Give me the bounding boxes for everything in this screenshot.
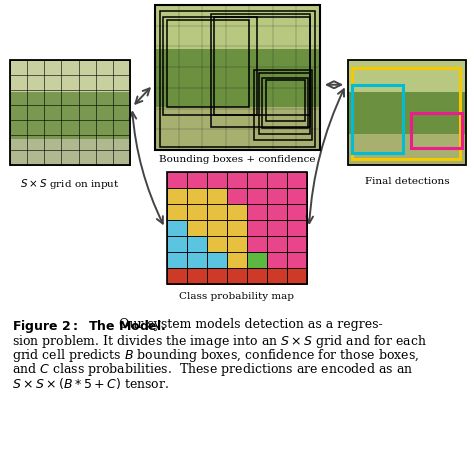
Bar <box>247 204 267 220</box>
Bar <box>287 236 307 252</box>
Bar <box>163 17 257 115</box>
Bar <box>247 188 267 204</box>
Bar <box>155 5 320 150</box>
Bar <box>10 91 130 139</box>
Bar <box>207 220 227 236</box>
Bar <box>167 188 187 204</box>
Bar <box>227 220 247 236</box>
Bar <box>410 113 463 148</box>
Bar <box>247 220 267 236</box>
Bar <box>166 19 249 107</box>
Bar <box>352 68 460 159</box>
Bar <box>348 134 466 165</box>
Bar <box>187 172 207 188</box>
Bar <box>10 60 130 165</box>
Text: Final detections: Final detections <box>365 177 449 186</box>
Bar <box>207 172 227 188</box>
Bar <box>287 220 307 236</box>
Bar <box>187 204 207 220</box>
Bar <box>227 172 247 188</box>
Bar <box>247 268 267 284</box>
Bar <box>287 268 307 284</box>
Bar <box>348 60 466 165</box>
Bar <box>287 204 307 220</box>
Text: Bounding boxes + confidence: Bounding boxes + confidence <box>159 155 316 164</box>
Bar <box>227 268 247 284</box>
Text: $S \times S$ grid on input: $S \times S$ grid on input <box>20 177 120 191</box>
Bar <box>10 60 130 165</box>
Bar <box>187 252 207 268</box>
Bar <box>267 236 287 252</box>
Bar <box>211 14 310 127</box>
Bar <box>207 268 227 284</box>
Bar <box>155 5 320 150</box>
Bar <box>348 60 466 91</box>
Bar <box>267 252 287 268</box>
Bar <box>352 85 403 153</box>
Bar <box>187 220 207 236</box>
Bar <box>155 5 320 49</box>
Bar <box>227 204 247 220</box>
Bar <box>167 268 187 284</box>
Bar <box>267 268 287 284</box>
Bar <box>187 188 207 204</box>
Bar <box>187 268 207 284</box>
Bar <box>167 252 187 268</box>
Bar <box>287 188 307 204</box>
Bar <box>167 220 187 236</box>
Bar <box>267 204 287 220</box>
Bar <box>348 60 466 165</box>
Text: and $C$ class probabilities.  These predictions are encoded as an: and $C$ class probabilities. These predi… <box>12 361 413 378</box>
Bar <box>187 236 207 252</box>
Bar <box>247 172 267 188</box>
Text: Class probability map: Class probability map <box>180 292 294 301</box>
Bar <box>267 172 287 188</box>
Text: grid cell predicts $B$ bounding boxes, confidence for those boxes,: grid cell predicts $B$ bounding boxes, c… <box>12 347 419 364</box>
Bar <box>207 204 227 220</box>
Bar <box>227 236 247 252</box>
Bar <box>267 220 287 236</box>
Bar <box>207 252 227 268</box>
Text: sion problem. It divides the image into an $S \times S$ grid and for each: sion problem. It divides the image into … <box>12 333 427 349</box>
Bar <box>254 70 312 140</box>
Bar <box>287 172 307 188</box>
Bar <box>167 172 187 188</box>
Text: Our system models detection as a regres-: Our system models detection as a regres- <box>115 318 383 331</box>
Bar <box>348 91 466 134</box>
Bar <box>287 252 307 268</box>
Bar <box>227 252 247 268</box>
Bar <box>262 78 309 128</box>
Bar <box>167 172 307 284</box>
Bar <box>155 107 320 150</box>
Bar <box>155 49 320 107</box>
Bar <box>247 236 267 252</box>
Text: $S \times S \times (B*5+C)$ tensor.: $S \times S \times (B*5+C)$ tensor. <box>12 376 169 391</box>
Text: $\mathbf{Figure\ 2:\ \ The\ Model.}$: $\mathbf{Figure\ 2:\ \ The\ Model.}$ <box>12 318 166 335</box>
Bar <box>265 80 305 121</box>
Bar <box>10 139 130 165</box>
Bar <box>10 60 130 91</box>
Bar <box>167 236 187 252</box>
Bar <box>214 17 310 115</box>
Bar <box>207 236 227 252</box>
Bar <box>247 252 267 268</box>
Bar <box>259 73 310 134</box>
Bar <box>167 204 187 220</box>
Bar <box>207 188 227 204</box>
Bar <box>160 11 315 147</box>
Bar <box>227 188 247 204</box>
Bar <box>267 188 287 204</box>
